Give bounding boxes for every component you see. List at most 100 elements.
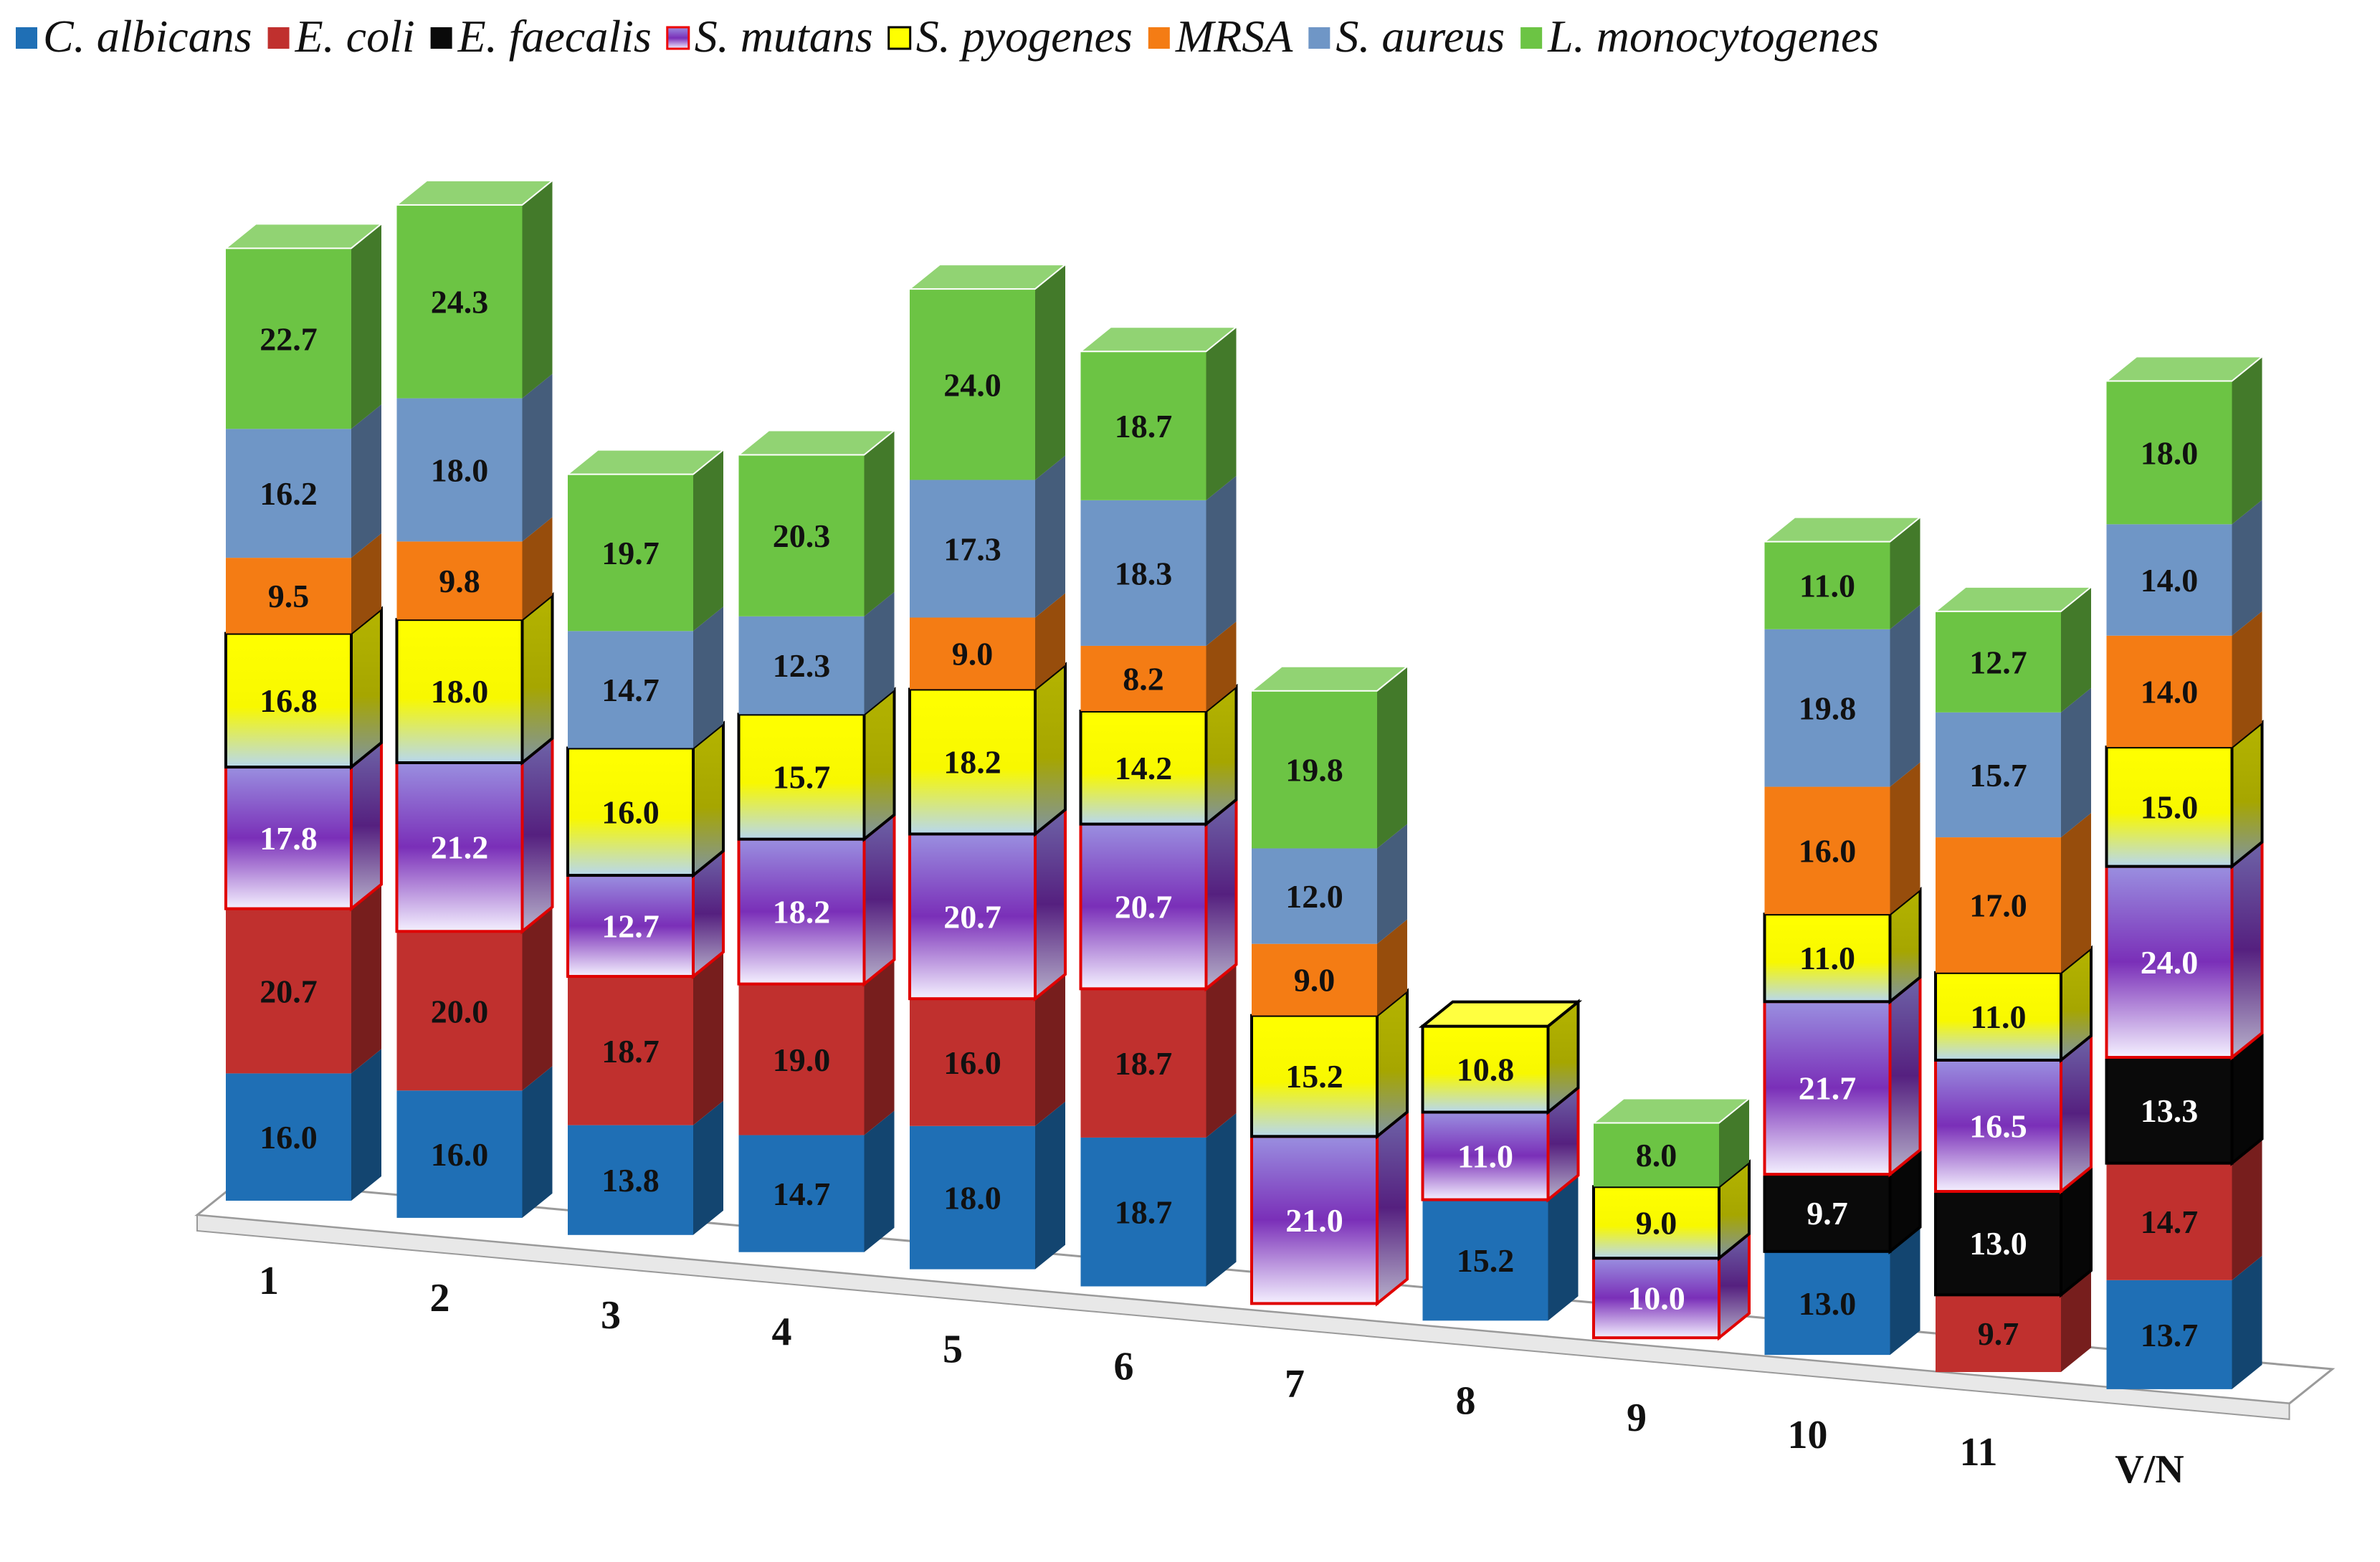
bar-stack-8: 15.2 11.0 10.8 [1418, 999, 1583, 1321]
bar-segment-l-monocytogenes: 19.8 [1250, 665, 1409, 849]
category-label: 10 [1788, 1413, 1828, 1457]
bar-segment-l-monocytogenes: 18.7 [1078, 326, 1239, 500]
bar-side [2232, 1138, 2262, 1280]
bar-segment-s-pyogenes: 11.0 [1763, 886, 1922, 1005]
bar-segment-l-monocytogenes: 8.0 [1591, 1097, 1751, 1187]
value-label: 8.2 [1123, 660, 1164, 697]
bar-side [864, 591, 895, 715]
bar-top [1933, 586, 2093, 612]
bar-front [396, 1090, 523, 1218]
bar-side [520, 735, 554, 935]
bar-front [1934, 971, 2062, 1062]
bar-front [396, 398, 523, 542]
value-label: 13.7 [2141, 1317, 2199, 1353]
value-label: 24.3 [431, 284, 489, 320]
bar-top [908, 264, 1067, 290]
bar-front [1936, 611, 2061, 713]
bar-side [1377, 919, 1407, 1016]
legend-label: L. monocytogenes [1547, 11, 1879, 62]
bar-front [1080, 351, 1206, 500]
legend-item-c-albicans: C. albicans [16, 11, 252, 62]
bar-side [2232, 1255, 2262, 1389]
value-label: 9.7 [1978, 1315, 2019, 1352]
bar-front [738, 984, 865, 1135]
bar-segment-s-mutans: 21.0 [1250, 1109, 1409, 1307]
bar-side [1035, 593, 1065, 690]
bar-stack-2: 16.0 20.0 21.2 18.0 9.8 18.0 24.3 [394, 179, 555, 1218]
bar-side [2232, 356, 2262, 525]
value-label: 14.7 [2141, 1204, 2199, 1240]
bar-front [1080, 645, 1206, 711]
bar-side [2060, 1032, 2093, 1195]
legend-label: S. mutans [695, 11, 873, 62]
bar-front [226, 558, 351, 634]
bar-front [226, 908, 351, 1074]
value-label: 16.0 [1799, 832, 1857, 869]
bar-side [864, 1110, 895, 1252]
bar-side [350, 606, 383, 771]
bar-stack-1: 16.0 20.7 17.8 16.8 9.5 16.2 22.7 [224, 223, 384, 1201]
bar-stack-3: 13.8 18.7 12.7 16.0 14.7 19.7 [566, 449, 725, 1235]
bar-front [1936, 1295, 2061, 1372]
bar-segment-l-monocytogenes: 11.0 [1762, 516, 1923, 629]
bar-segment-s-aureus: 16.2 [226, 404, 381, 558]
value-label: 14.0 [2141, 562, 2199, 599]
bar-side [1376, 1109, 1409, 1307]
value-label: 12.0 [1285, 878, 1343, 915]
bar-front [568, 1125, 693, 1235]
bar-segment-s-mutans: 20.7 [908, 806, 1067, 1002]
legend-item-e-faecalis: E. faecalis [430, 11, 652, 62]
bar-front [224, 766, 353, 910]
value-label: 18.7 [1115, 408, 1173, 444]
value-label: 15.7 [773, 758, 831, 795]
value-label: 22.7 [260, 320, 318, 357]
value-label: 16.5 [1969, 1108, 2027, 1144]
bar-segment-s-mutans: 24.0 [2105, 839, 2264, 1061]
category-label: 2 [430, 1276, 450, 1320]
legend-label: E. faecalis [457, 11, 652, 62]
bar-top [394, 179, 555, 206]
value-label: 18.3 [1115, 555, 1173, 591]
bar-segment-e-coli: 20.0 [396, 907, 553, 1091]
bar-side [351, 1049, 381, 1201]
bar-segment-s-pyogenes: 18.2 [908, 662, 1067, 837]
value-label: 12.7 [601, 908, 660, 945]
bar-side [1206, 621, 1237, 711]
bar-side [2230, 719, 2264, 870]
bar-side [2232, 611, 2262, 748]
bar-side [522, 907, 553, 1091]
value-label: 9.8 [439, 563, 480, 599]
bar-segment-s-aureus: 14.0 [2106, 500, 2262, 636]
bar-front [568, 474, 693, 632]
value-label: 13.8 [601, 1162, 660, 1199]
bar-segment-s-pyogenes: 10.8 [1418, 999, 1583, 1115]
bar-front [1252, 943, 1377, 1016]
bar-front [2106, 1163, 2232, 1280]
bar-segment-e-faecalis: 9.7 [1763, 1146, 1922, 1254]
bar-front [1764, 541, 1890, 629]
bar-front [738, 616, 865, 715]
value-label: 14.0 [2141, 673, 2199, 710]
bar-side [520, 591, 554, 766]
bar-segment-c-albicans: 13.0 [1764, 1227, 1920, 1356]
bar-front [910, 999, 1035, 1126]
bar-side [1035, 974, 1065, 1126]
bar-segment-c-albicans: 16.0 [396, 1066, 553, 1218]
bar-segment-mrsa: 17.0 [1936, 813, 2091, 973]
value-label: 17.8 [260, 820, 318, 857]
value-label: 9.0 [1636, 1204, 1677, 1241]
bar-segment-s-pyogenes: 16.8 [224, 606, 383, 771]
category-label: 7 [1285, 1361, 1305, 1406]
bar-front [1764, 786, 1890, 915]
legend-swatch [1148, 27, 1170, 49]
bar-segment-e-faecalis: 13.3 [2105, 1029, 2264, 1166]
bar-side [1206, 1113, 1237, 1287]
value-label: 9.7 [1807, 1195, 1848, 1232]
bar-stack-11: 9.7 13.0 16.5 11.0 17.0 15.7 12.7 [1933, 586, 2093, 1372]
legend-label: C. albicans [43, 11, 252, 62]
bar-segment-e-coli: 16.0 [910, 974, 1065, 1126]
bar-segment-e-coli: 18.7 [1080, 964, 1237, 1138]
value-label: 18.0 [2141, 434, 2199, 471]
bar-front [1936, 712, 2061, 838]
bar-side [1206, 964, 1237, 1138]
